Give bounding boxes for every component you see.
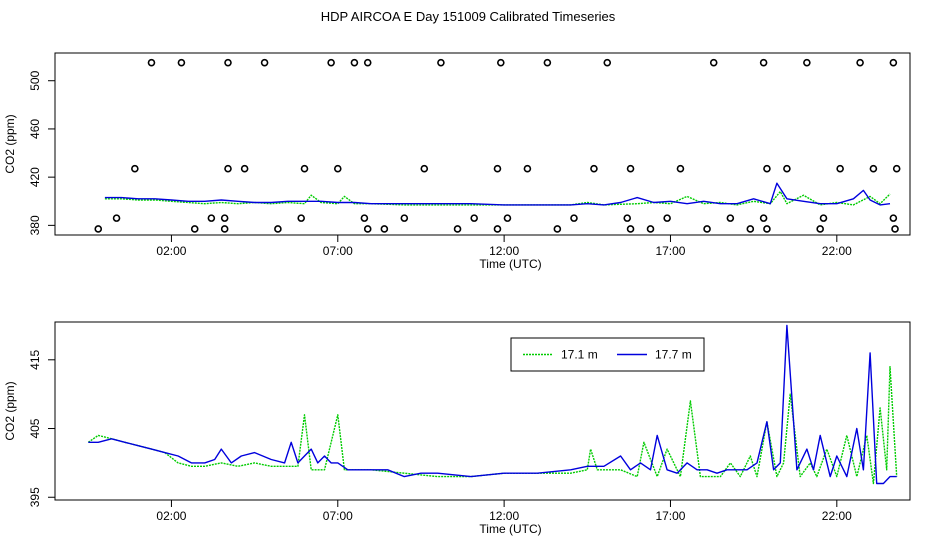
top-data-point xyxy=(703,225,711,233)
bottom-y-tick-label: 415 xyxy=(28,349,42,369)
legend-label-1: 17.1 m xyxy=(561,348,598,362)
bottom-x-tick-label: 22:00 xyxy=(822,509,852,523)
top-data-point xyxy=(819,214,828,222)
top-data-point xyxy=(274,225,282,233)
top-data-point xyxy=(363,225,372,233)
top-data-point xyxy=(603,58,612,67)
top-data-point xyxy=(746,225,755,233)
top-data-point xyxy=(523,164,532,173)
top-data-point xyxy=(543,58,552,67)
top-data-point xyxy=(676,164,685,173)
bottom-plot-frame xyxy=(54,321,911,501)
top-data-point xyxy=(260,58,269,67)
top-data-point xyxy=(759,214,768,222)
bottom-x-tick-label: 12:00 xyxy=(489,509,519,523)
top-data-point xyxy=(220,214,229,222)
top-x-tick-label: 07:00 xyxy=(323,244,353,258)
top-data-point xyxy=(453,225,462,233)
top-data-point xyxy=(803,58,811,67)
bottom-y-axis-label: CO2 (ppm) xyxy=(3,381,17,440)
legend-label-2: 17.7 m xyxy=(655,348,692,362)
top-x-tick-label: 17:00 xyxy=(655,244,685,258)
bottom-y-tick-label: 405 xyxy=(28,418,42,438)
top-data-point xyxy=(889,214,898,222)
top-data-point xyxy=(400,214,409,222)
top-data-point xyxy=(470,214,478,222)
top-data-point xyxy=(177,58,186,67)
top-data-point xyxy=(224,58,232,67)
top-data-point xyxy=(147,58,156,67)
top-data-point xyxy=(327,58,335,67)
top-data-point xyxy=(503,214,512,222)
top-panel: 02:00 07:00 12:00 17:00 22:00 Time (UTC) 380 42… xyxy=(3,52,911,271)
bottom-panel: 02:00 07:00 12:00 17:00 22:00 Time (UTC) 395 40… xyxy=(3,321,911,536)
top-data-point xyxy=(763,164,771,173)
top-data-point xyxy=(892,164,901,173)
bottom-x-axis-label: Time (UTC) xyxy=(479,522,541,536)
top-data-point xyxy=(590,164,598,173)
top-data-point xyxy=(190,225,199,233)
top-data-point xyxy=(836,164,844,173)
top-data-point xyxy=(553,225,562,233)
top-x-tick-label: 12:00 xyxy=(489,244,519,258)
top-data-point xyxy=(856,58,864,67)
bottom-series-line-1 xyxy=(87,366,898,485)
top-data-point xyxy=(816,225,824,233)
top-data-point xyxy=(94,225,103,233)
top-data-point xyxy=(297,214,305,222)
top-data-point xyxy=(207,214,216,222)
top-data-point xyxy=(420,164,429,173)
top-x-tick-label: 02:00 xyxy=(156,244,186,258)
top-data-point xyxy=(623,214,632,222)
top-y-tick-label: 420 xyxy=(28,167,42,187)
top-series-line-2 xyxy=(104,182,891,206)
top-data-point xyxy=(437,58,445,67)
top-y-axis-label: CO2 (ppm) xyxy=(3,114,17,173)
top-data-point xyxy=(224,164,232,173)
top-plot-frame xyxy=(54,52,911,236)
top-data-point xyxy=(626,225,635,233)
top-data-point xyxy=(726,214,735,222)
legend: 17.1 m 17.7 m xyxy=(510,337,705,372)
top-data-point xyxy=(360,214,369,222)
top-data-point xyxy=(891,225,899,233)
top-data-point xyxy=(709,58,718,67)
top-x-tick-label: 22:00 xyxy=(822,244,852,258)
top-data-point xyxy=(783,164,791,173)
top-data-point xyxy=(869,164,878,173)
top-data-point xyxy=(220,225,229,233)
top-x-axis-label: Time (UTC) xyxy=(479,257,541,271)
bottom-y-tick-label: 395 xyxy=(28,487,42,507)
top-data-point xyxy=(663,214,671,222)
top-data-point xyxy=(889,58,898,67)
top-data-point xyxy=(333,164,342,173)
top-y-tick-label: 460 xyxy=(28,119,42,139)
legend-box xyxy=(510,337,705,372)
top-data-point xyxy=(493,225,502,233)
chart-title: HDP AIRCOA E Day 151009 Calibrated Times… xyxy=(320,9,616,24)
top-data-point xyxy=(380,225,389,233)
bottom-x-tick-label: 02:00 xyxy=(156,509,186,523)
top-data-point xyxy=(570,214,578,222)
bottom-x-tick-label: 07:00 xyxy=(323,509,353,523)
top-data-point xyxy=(646,225,655,233)
top-data-point xyxy=(350,58,359,67)
top-data-point xyxy=(626,164,635,173)
top-y-tick-label: 500 xyxy=(28,70,42,90)
top-data-point xyxy=(493,164,502,173)
top-data-point xyxy=(763,225,771,233)
top-data-point xyxy=(131,164,139,173)
top-data-point xyxy=(363,58,372,67)
top-data-point xyxy=(496,58,505,67)
top-data-point xyxy=(240,164,249,173)
bottom-x-tick-label: 17:00 xyxy=(655,509,685,523)
top-y-tick-label: 380 xyxy=(28,215,42,235)
top-data-point xyxy=(759,58,768,67)
bottom-series-line-2 xyxy=(88,324,897,485)
top-data-point xyxy=(112,214,121,222)
top-data-point xyxy=(300,164,309,173)
